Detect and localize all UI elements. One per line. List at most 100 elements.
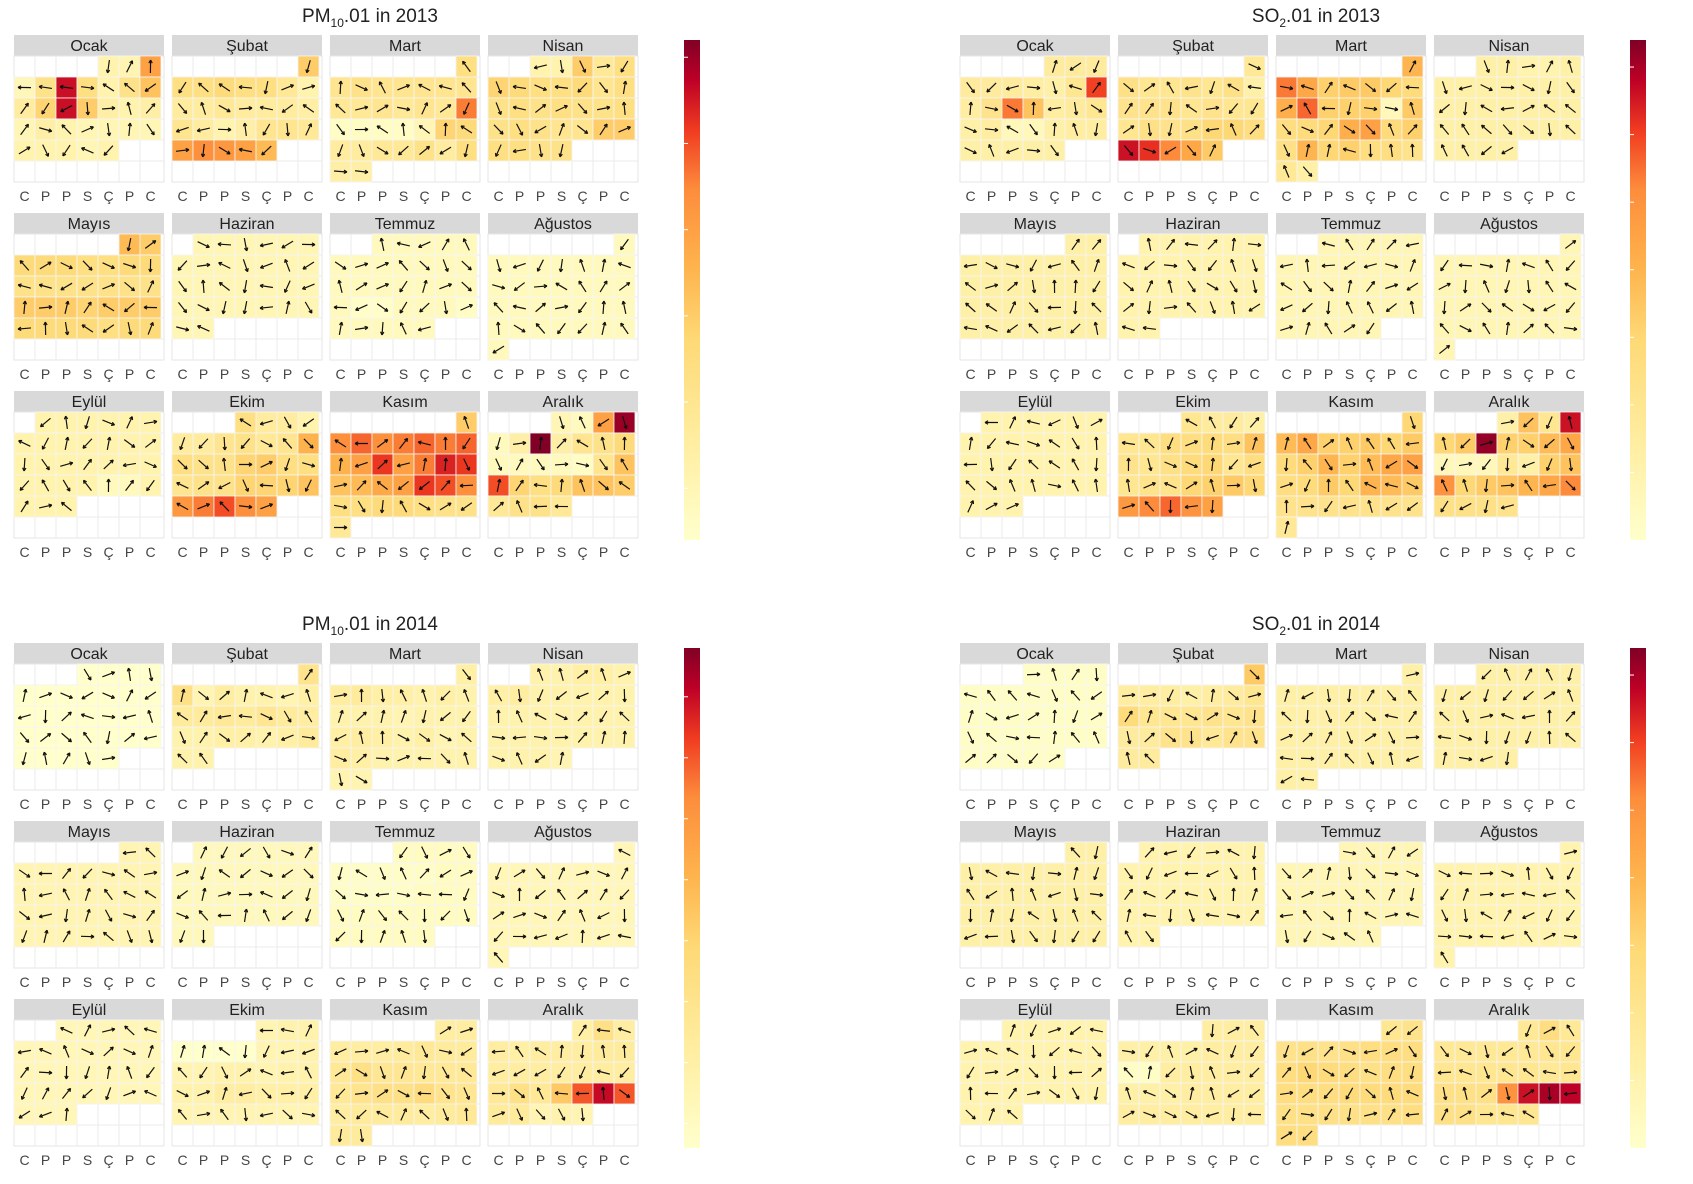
- facet-strip: [172, 643, 322, 664]
- wind-arrow: [41, 102, 50, 115]
- wind-arrow: [39, 261, 52, 270]
- wind-arrow: [964, 147, 977, 155]
- wind-arrow: [1522, 912, 1535, 920]
- wind-arrow: [1302, 1088, 1314, 1098]
- wind-arrow: [1142, 325, 1157, 331]
- weekday-tick-label: C: [1123, 544, 1133, 560]
- wind-arrow: [400, 1065, 407, 1079]
- wind-arrow: [1249, 417, 1260, 428]
- wind-arrow: [60, 282, 73, 291]
- wind-arrow: [400, 709, 407, 723]
- wind-arrow: [124, 732, 136, 743]
- wind-arrow: [146, 909, 155, 922]
- wind-arrow: [1144, 732, 1155, 743]
- weekday-tick-label: P: [41, 796, 50, 812]
- weekday-tick-label: P: [1461, 366, 1470, 382]
- wind-arrow: [43, 321, 48, 336]
- weekday-tick-label: P: [1387, 366, 1396, 382]
- wind-arrow: [1324, 731, 1333, 744]
- weekday-tick-label: Ç: [1523, 366, 1533, 382]
- wind-arrow: [1279, 913, 1294, 919]
- wind-arrow: [462, 668, 472, 681]
- wind-arrow: [1405, 85, 1420, 90]
- wind-arrow: [303, 438, 314, 449]
- facet-label: Ağustos: [534, 216, 592, 233]
- weekday-tick-label: P: [1387, 188, 1396, 204]
- wind-arrow: [1210, 457, 1216, 472]
- weekday-tick-label: P: [1303, 796, 1312, 812]
- wind-arrow: [335, 1109, 346, 1120]
- wind-arrow: [262, 846, 271, 859]
- wind-arrow: [1565, 480, 1576, 491]
- wind-arrow: [1052, 909, 1058, 923]
- wind-arrow: [39, 1047, 52, 1055]
- wind-arrow: [176, 481, 189, 489]
- wind-arrow: [1524, 479, 1533, 492]
- wind-arrow: [1069, 62, 1082, 71]
- wind-arrow: [1483, 500, 1489, 514]
- wind-arrow: [354, 1090, 369, 1096]
- wind-arrow: [1525, 1024, 1532, 1037]
- wind-arrow: [102, 262, 115, 270]
- wind-arrow: [283, 280, 291, 293]
- wind-arrow: [1185, 440, 1199, 447]
- wind-arrow: [17, 714, 31, 720]
- weekday-tick-label: Ç: [1365, 1152, 1375, 1168]
- weekday-tick-label: P: [441, 1152, 450, 1168]
- wind-arrow: [512, 304, 526, 310]
- wind-arrow: [1090, 104, 1103, 113]
- wind-arrow: [399, 689, 407, 702]
- wind-arrow: [1479, 1112, 1494, 1117]
- wind-arrow: [1438, 103, 1450, 114]
- facet-strip: [172, 999, 322, 1020]
- weekday-tick-label: P: [441, 366, 450, 382]
- wind-arrow: [1209, 144, 1217, 157]
- weekday-tick-label: C: [19, 796, 29, 812]
- wind-arrow: [259, 305, 274, 311]
- wind-arrow: [1526, 279, 1532, 294]
- wind-arrow: [1565, 302, 1576, 314]
- wind-arrow: [1388, 888, 1396, 901]
- wind-arrow: [122, 714, 136, 720]
- weekday-tick-label: C: [461, 1152, 471, 1168]
- weekday-tick-label: C: [1565, 188, 1575, 204]
- wind-arrow: [260, 870, 273, 878]
- wind-arrow: [283, 416, 292, 429]
- wind-arrow: [1479, 934, 1494, 939]
- weekday-tick-label: C: [1281, 366, 1291, 382]
- wind-arrow: [599, 123, 608, 136]
- wind-arrow: [1143, 890, 1156, 898]
- wind-arrow: [1147, 122, 1153, 137]
- wind-arrow: [1565, 711, 1576, 722]
- wind-arrow: [1303, 437, 1312, 450]
- wind-arrow: [460, 125, 473, 134]
- wind-arrow: [1302, 166, 1313, 177]
- wind-arrow: [20, 1066, 29, 1079]
- wind-arrow: [22, 300, 28, 315]
- wind-arrow: [554, 462, 569, 467]
- wind-arrow: [1031, 1044, 1036, 1059]
- wind-arrow: [1250, 909, 1259, 922]
- weekday-tick-label: S: [399, 1152, 408, 1168]
- wind-arrow: [102, 283, 115, 290]
- facet-label: Mart: [1335, 646, 1368, 663]
- wind-arrow: [576, 439, 589, 448]
- wind-arrow: [1142, 912, 1157, 918]
- wind-arrow: [535, 868, 546, 880]
- weekday-tick-label: C: [1281, 974, 1291, 990]
- wind-arrow: [1092, 81, 1101, 94]
- weekday-tick-label: P: [599, 974, 608, 990]
- wind-arrow: [238, 462, 253, 467]
- weekday-tick-label: P: [125, 544, 134, 560]
- wind-arrow: [22, 457, 27, 472]
- wind-arrow: [1305, 709, 1310, 724]
- weekday-tick-label: P: [1461, 544, 1470, 560]
- wind-arrow: [1545, 867, 1554, 880]
- wind-arrow: [1406, 481, 1419, 490]
- wind-arrow: [103, 459, 114, 470]
- wind-arrow: [440, 910, 451, 921]
- wind-arrow: [463, 888, 470, 901]
- wind-arrow: [145, 847, 156, 858]
